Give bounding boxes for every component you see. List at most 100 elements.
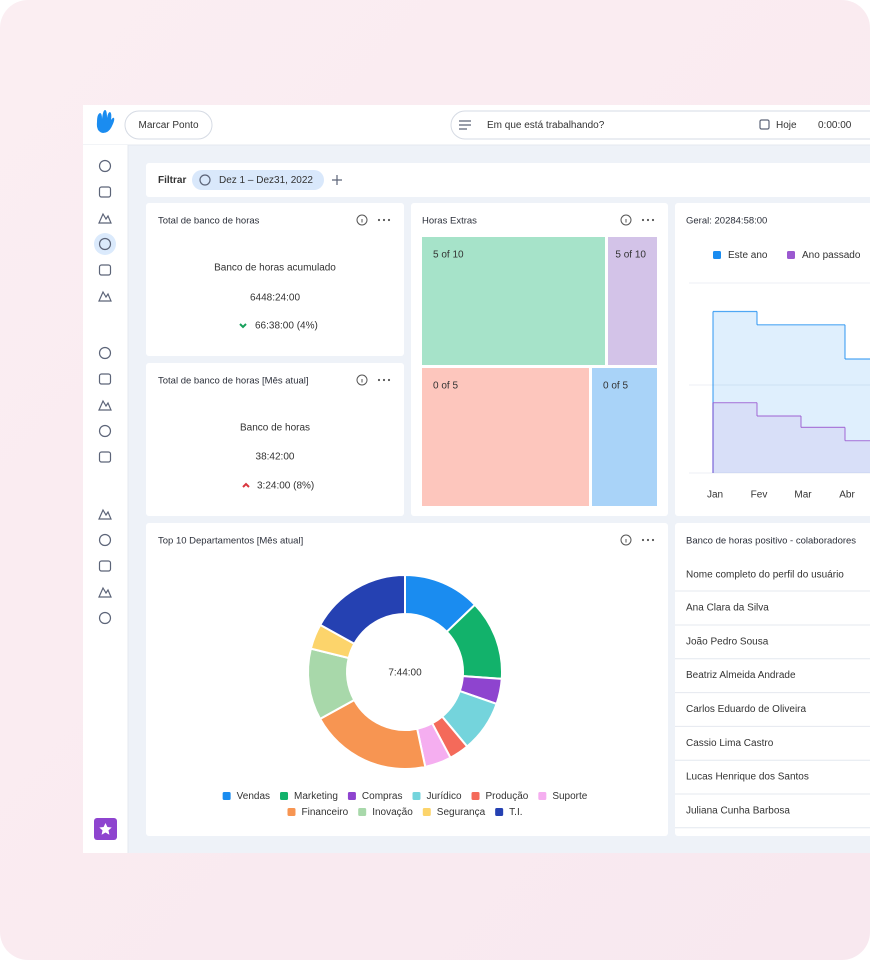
table-cell[interactable]: Lucas Henrique dos Santos	[686, 772, 809, 783]
clock-icon	[199, 174, 211, 186]
clock-in-button[interactable]	[124, 110, 213, 140]
table-cell[interactable]: Cassio Lima Castro	[686, 738, 774, 749]
legend-label[interactable]: Marketing	[294, 791, 338, 802]
info-icon[interactable]	[356, 214, 368, 226]
icon-shape	[98, 186, 112, 198]
legend-swatch	[287, 808, 296, 816]
more-dot[interactable]	[382, 378, 386, 382]
table-cell[interactable]: Ana Clara da Silva	[686, 603, 769, 614]
icon-shape	[98, 212, 112, 224]
sidebar-active	[94, 233, 116, 255]
treemap-label: 5 of 10	[615, 250, 646, 261]
kpi-change: 66:38:00 (4%)	[255, 321, 318, 332]
more-dot[interactable]	[651, 538, 655, 542]
step-area	[757, 416, 801, 473]
icon-shape	[98, 237, 112, 251]
table-cell[interactable]: Beatriz Almeida Andrade	[686, 670, 796, 681]
more-dot[interactable]	[377, 218, 381, 222]
treemap-label: 0 of 5	[603, 381, 628, 392]
treemap-label: 5 of 10	[433, 250, 464, 261]
sidebar-icon[interactable]	[98, 586, 112, 598]
table-cell[interactable]: João Pedro Sousa	[686, 636, 769, 647]
more-dot[interactable]	[387, 218, 391, 222]
legend-swatch	[495, 808, 504, 816]
treemap-cell[interactable]	[608, 237, 657, 365]
icon-shape	[98, 399, 112, 411]
legend-label: Este ano	[728, 250, 768, 261]
legend-label[interactable]: Vendas	[237, 791, 270, 802]
star-icon	[99, 823, 112, 835]
step-area	[845, 359, 870, 473]
info-icon[interactable]	[620, 534, 632, 546]
sidebar-icon[interactable]	[98, 451, 112, 463]
legend-label: Ano passado	[802, 250, 861, 261]
icon-shape	[98, 560, 112, 572]
legend-swatch	[787, 251, 795, 259]
sidebar-icon[interactable]	[98, 290, 112, 302]
treemap-cell[interactable]	[592, 368, 657, 506]
x-tick-label: Abr	[839, 490, 855, 501]
legend-label[interactable]: T.I.	[509, 807, 522, 818]
sidebar-icon[interactable]	[98, 508, 112, 520]
kpi-change: 3:24:00 (8%)	[257, 481, 314, 492]
legend-swatch	[358, 808, 367, 816]
card-title: Top 10 Departamentos [Mês atual]	[158, 536, 303, 547]
sidebar-icon[interactable]	[98, 264, 112, 276]
clock-in-label: Marcar Ponto	[138, 120, 198, 131]
donut-center-label: 7:44:00	[388, 668, 422, 679]
legend-label[interactable]: Compras	[362, 791, 403, 802]
info-icon[interactable]	[620, 214, 632, 226]
table-cell[interactable]: Juliana Cunha Barbosa	[686, 805, 790, 816]
more-dot[interactable]	[641, 538, 645, 542]
treemap-cell[interactable]	[422, 368, 589, 506]
card	[675, 523, 870, 836]
legend-swatch	[713, 251, 721, 259]
more-dot[interactable]	[641, 218, 645, 222]
sidebar-icon[interactable]	[98, 611, 112, 625]
more-dot[interactable]	[646, 538, 650, 542]
more-dot[interactable]	[382, 218, 386, 222]
sidebar-icon[interactable]	[98, 237, 112, 251]
legend-label[interactable]: Inovação	[372, 807, 413, 818]
sidebar-icon[interactable]	[98, 399, 112, 411]
step-area	[801, 324, 845, 473]
legend-label[interactable]: Segurança	[437, 807, 486, 818]
today-label[interactable]: Hoje	[776, 120, 797, 131]
logo[interactable]	[96, 110, 115, 133]
info-icon[interactable]	[356, 374, 368, 386]
table-cell[interactable]: Carlos Eduardo de Oliveira	[686, 704, 806, 715]
task-search-placeholder: Em que está trabalhando?	[487, 120, 605, 131]
more-dot[interactable]	[651, 218, 655, 222]
sidebar-icon[interactable]	[98, 560, 112, 572]
x-tick-label: Jan	[707, 490, 723, 501]
donut-slice[interactable]	[318, 573, 406, 646]
legend-label[interactable]: Financeiro	[301, 807, 348, 818]
icon-shape	[98, 290, 112, 302]
treemap-cell[interactable]	[422, 237, 605, 365]
legend-label[interactable]: Suporte	[552, 791, 587, 802]
card	[146, 523, 668, 836]
sidebar-icon[interactable]	[98, 159, 112, 173]
add-filter[interactable]	[332, 175, 342, 185]
legend-label[interactable]: Jurídico	[427, 791, 462, 802]
sidebar-icon[interactable]	[98, 186, 112, 198]
card	[146, 363, 404, 516]
task-search[interactable]	[450, 110, 870, 140]
card-title: Horas Extras	[422, 216, 477, 227]
icon-shape	[98, 424, 112, 438]
sidebar-icon[interactable]	[98, 373, 112, 385]
step-area	[713, 402, 757, 473]
sidebar-icon[interactable]	[98, 424, 112, 438]
date-range[interactable]	[192, 170, 324, 190]
date-range-label: Dez 1 – Dez31, 2022	[219, 175, 313, 186]
icon-shape	[98, 264, 112, 276]
sidebar-icon[interactable]	[98, 346, 112, 360]
more-dot[interactable]	[387, 378, 391, 382]
sidebar-icon[interactable]	[98, 533, 112, 547]
more-dot[interactable]	[646, 218, 650, 222]
more-dot[interactable]	[377, 378, 381, 382]
step-area	[757, 324, 801, 473]
legend-label[interactable]: Produção	[486, 791, 529, 802]
sidebar-icon[interactable]	[98, 212, 112, 224]
